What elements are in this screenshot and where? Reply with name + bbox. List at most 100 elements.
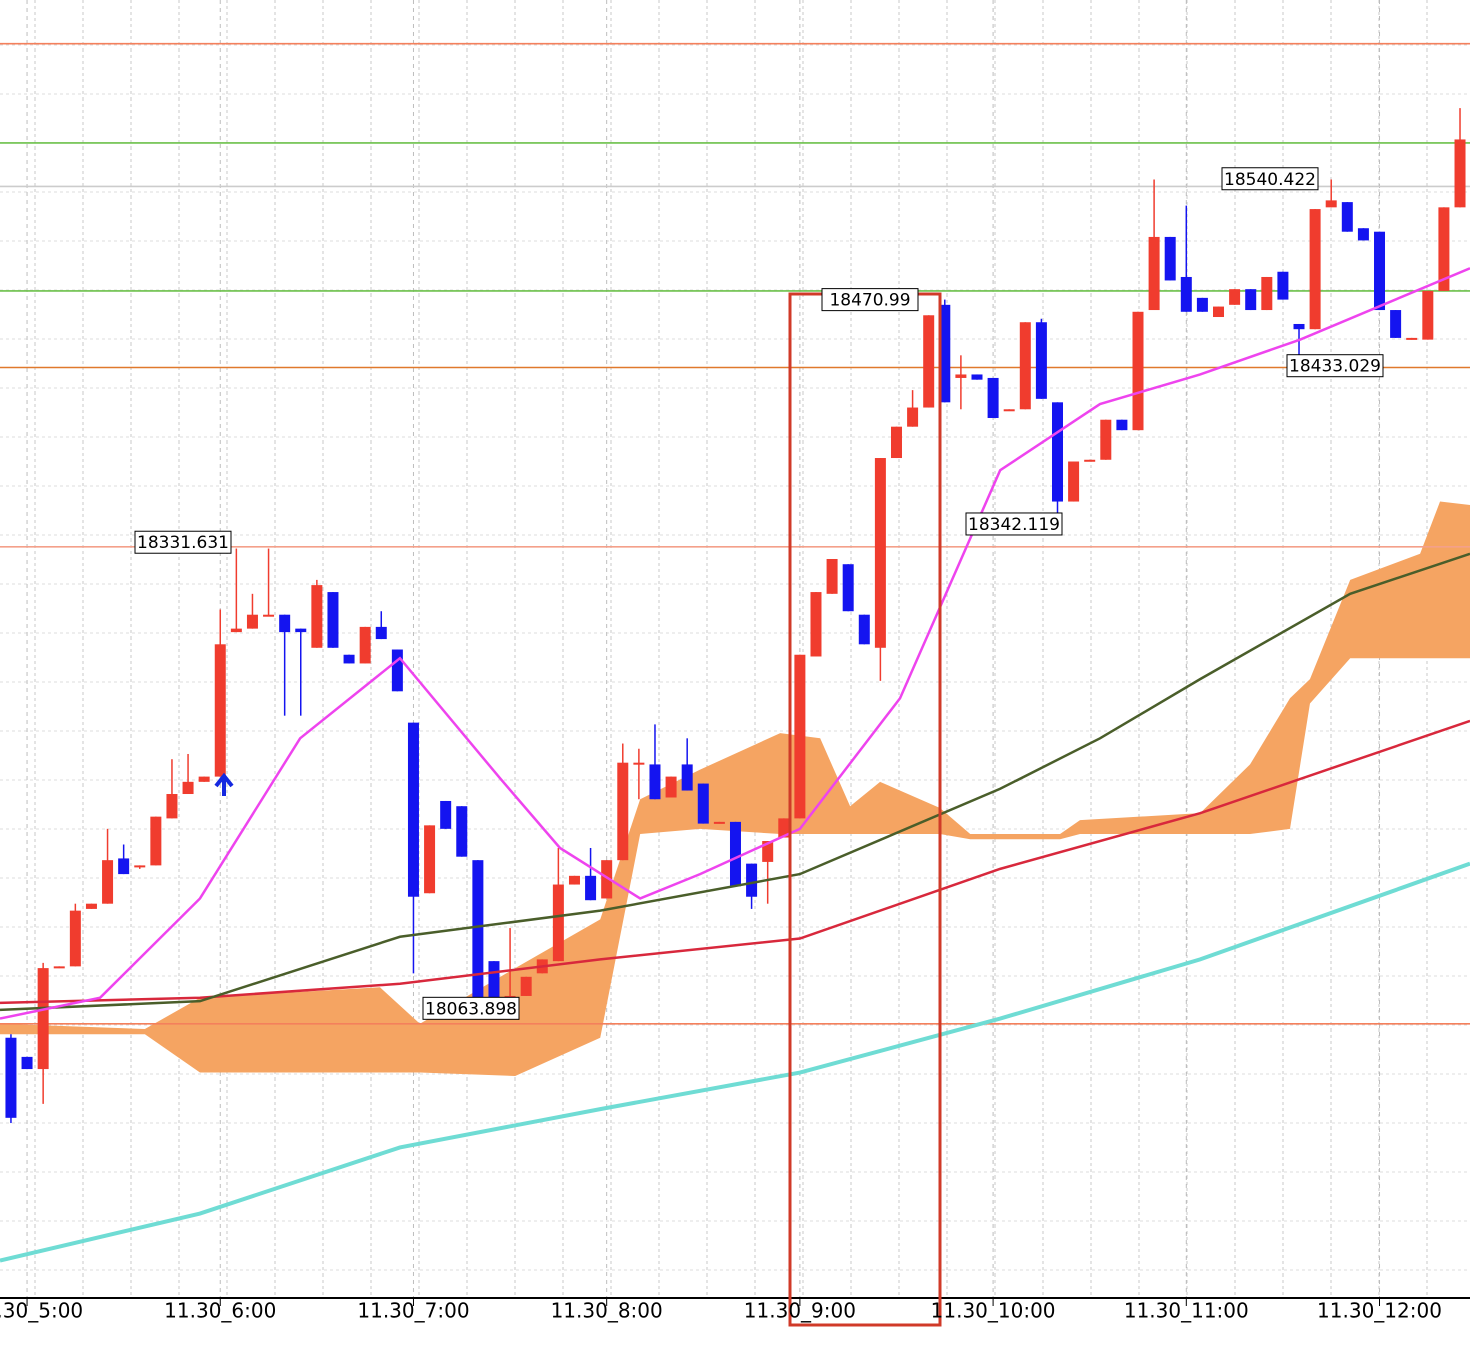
candle-body (923, 315, 935, 408)
price-label: 18331.631 (137, 533, 229, 553)
x-tick-label: 11.30_8:00 (551, 1299, 663, 1323)
candle-body (53, 966, 65, 969)
candle-body (166, 794, 178, 819)
candle-body (842, 564, 854, 612)
candle-body (198, 776, 210, 782)
candle-body (1051, 402, 1063, 502)
candle-body (939, 304, 951, 403)
candle-body (1100, 419, 1112, 460)
candle-body (987, 377, 999, 418)
price-label-box (821, 288, 919, 312)
candle-body (424, 825, 436, 894)
candle-body (214, 644, 226, 777)
candle-body (1164, 236, 1176, 281)
candle-body (1148, 236, 1160, 311)
buy-arrow (214, 772, 234, 796)
indicator-line (0, 719, 1470, 1005)
candle-body (246, 614, 258, 629)
candle-body (279, 614, 291, 633)
candle-body (263, 614, 275, 617)
candle-body (1406, 337, 1418, 340)
candle-body (1277, 271, 1289, 300)
candle-body (182, 781, 194, 795)
minor-grid (0, 0, 1470, 1298)
candle-body (1261, 276, 1273, 311)
price-label: 18470.99 (829, 291, 910, 311)
price-label: 18433.029 (1289, 357, 1381, 377)
price-label-box (1286, 354, 1384, 378)
candle-body (585, 875, 597, 901)
price-label: 18540.422 (1224, 170, 1316, 190)
candle-body (456, 806, 468, 857)
candle-body (1245, 289, 1257, 311)
candle-body (327, 592, 339, 648)
x-tick-label: 11.30_10:00 (931, 1299, 1056, 1323)
candle-body (601, 860, 613, 899)
candle-body (1422, 290, 1434, 340)
price-label: 18063.898 (425, 999, 517, 1019)
candle-body (1438, 207, 1450, 291)
candle-body (295, 628, 307, 633)
candle-body (778, 818, 790, 838)
x-tick-label: 11.30_5:00 (0, 1299, 83, 1323)
candle-body (1390, 310, 1402, 338)
candle-body (69, 910, 81, 967)
candle-body (1132, 311, 1144, 431)
candle-body (150, 816, 162, 866)
candle-body (1116, 419, 1128, 431)
candle-body (134, 865, 146, 868)
candle-body (102, 860, 114, 904)
candle-body (665, 776, 677, 798)
price-label-box (134, 530, 232, 554)
candle-body (681, 764, 693, 791)
candle-body (826, 558, 838, 594)
candle-body (21, 1056, 33, 1070)
indicator-line (0, 267, 1470, 1020)
candle-body (359, 626, 371, 664)
plot-area (0, 0, 1470, 1298)
candle-body (1003, 409, 1015, 412)
candle-body (230, 628, 242, 633)
candle-body (568, 875, 580, 885)
candle-body (1068, 461, 1080, 502)
x-tick-label: 11.30_9:00 (744, 1299, 856, 1323)
candle-body (1341, 202, 1353, 232)
price-label-box (965, 512, 1063, 536)
candle-body (955, 374, 967, 378)
candle-body (85, 903, 97, 909)
candle-body (1229, 289, 1241, 305)
candle-body (520, 976, 532, 996)
candle-body (810, 592, 822, 657)
price-label-box (1221, 167, 1319, 191)
candle-body (1019, 322, 1031, 410)
candle-body (37, 968, 49, 1070)
candle-body (1035, 322, 1047, 399)
price-label-box (422, 996, 520, 1020)
candle-body (375, 626, 387, 640)
candle-body (552, 884, 564, 962)
candle-body (649, 764, 661, 800)
candle-body (391, 649, 403, 692)
candle-body (729, 821, 741, 887)
candle-body (1180, 276, 1192, 312)
candle-body (1374, 231, 1386, 311)
candle-body (1454, 139, 1466, 208)
candle-body (971, 374, 983, 380)
indicator-line (0, 861, 1470, 1263)
candle-body (343, 654, 355, 664)
candle-body (407, 722, 419, 897)
candle-body (5, 1037, 17, 1118)
indicator-line (0, 552, 1470, 1012)
candle-body (1357, 228, 1369, 241)
candle-body (762, 841, 774, 862)
price-label: 18342.119 (968, 515, 1060, 535)
candle-body (697, 783, 709, 824)
candle-body (1293, 323, 1305, 330)
candle-body (311, 585, 323, 648)
candle-body (746, 863, 758, 897)
candle-body (118, 858, 130, 875)
candle-body (1084, 459, 1096, 462)
cloud (0, 501, 1470, 1077)
candle-body (794, 654, 806, 819)
